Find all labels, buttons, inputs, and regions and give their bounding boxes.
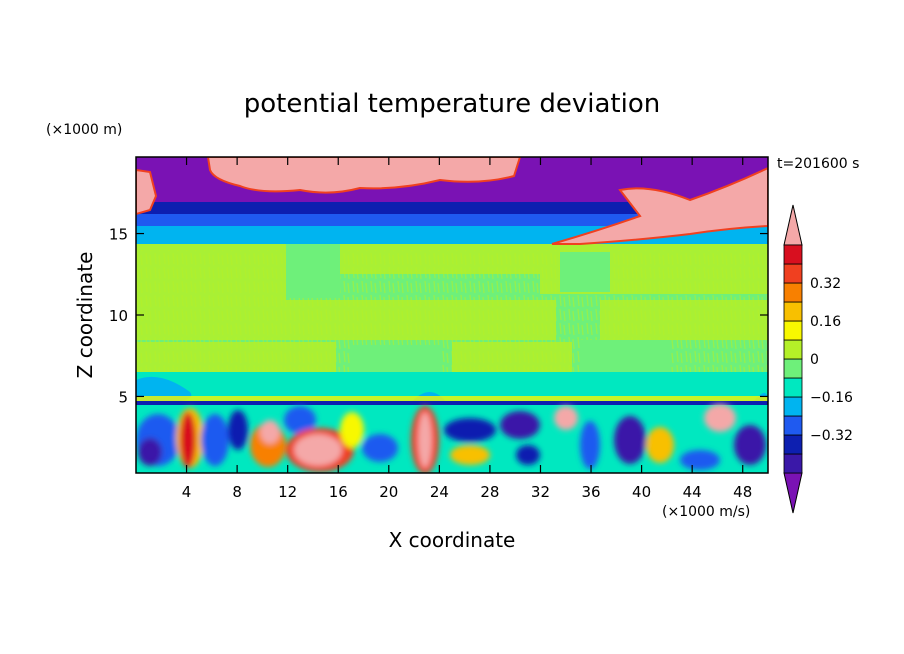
colorbar-swatch (783, 244, 803, 265)
colorbar-lower-extend (783, 472, 803, 514)
colorbar-swatch (783, 358, 803, 379)
time-label: t=201600 s (777, 156, 859, 172)
upper-warm-patches (136, 157, 768, 245)
x-tick-label: 16 (329, 483, 348, 501)
y-axis-title: Z coordinate (73, 252, 97, 379)
x-tick-label: 28 (480, 483, 499, 501)
x-tick-label: 8 (232, 483, 242, 501)
y-tick-label: 5 (118, 388, 128, 406)
colorbar-swatch (783, 301, 803, 322)
y-axis-ticks: 5 10 15 (109, 226, 768, 406)
x-unit-label: (×1000 m/s) (662, 504, 750, 520)
colorbar-swatch (783, 282, 803, 303)
x-tick-label: 12 (278, 483, 297, 501)
colorbar-swatch (783, 339, 803, 360)
x-tick-label: 36 (581, 483, 600, 501)
x-tick-label: 20 (379, 483, 398, 501)
colorbar-tick-label: 0 (810, 352, 819, 368)
colorbar-tick-label: −0.32 (810, 428, 853, 444)
contour-field (136, 157, 768, 473)
colorbar-tick-label: −0.16 (810, 390, 853, 406)
colorbar-swatch (783, 263, 803, 284)
x-tick-label: 40 (632, 483, 651, 501)
x-tick-label: 32 (531, 483, 550, 501)
colorbar-tick-label: 0.16 (810, 314, 841, 330)
colorbar-swatch (783, 320, 803, 341)
colorbar-swatch (783, 377, 803, 398)
colorbar-tick-label: 0.32 (810, 276, 841, 292)
y-tick-label: 15 (109, 226, 128, 244)
boundary-blobs (136, 404, 766, 473)
x-tick-label: 4 (182, 483, 192, 501)
x-axis-title: X coordinate (389, 528, 516, 552)
y-unit-label: (×1000 m) (46, 122, 122, 138)
x-axis-ticks: 4 8 12 16 20 24 28 32 36 40 44 48 (182, 157, 752, 501)
chart-title: potential temperature deviation (244, 89, 660, 119)
colorbar-upper-extend (783, 204, 803, 246)
tropopause-blue (136, 212, 768, 226)
green-patches (286, 244, 670, 390)
colorbar-swatch (783, 415, 803, 436)
colorbar-swatch (783, 434, 803, 455)
colorbar-swatch (783, 396, 803, 417)
colorbar-swatch (783, 453, 803, 474)
colorbar: 0.32 0.16 0 −0.16 −0.32 (783, 204, 853, 514)
x-tick-label: 24 (430, 483, 449, 501)
tropopause-navy (136, 200, 768, 214)
x-tick-label: 44 (683, 483, 702, 501)
y-tick-label: 10 (109, 307, 128, 325)
x-tick-label: 48 (733, 483, 752, 501)
